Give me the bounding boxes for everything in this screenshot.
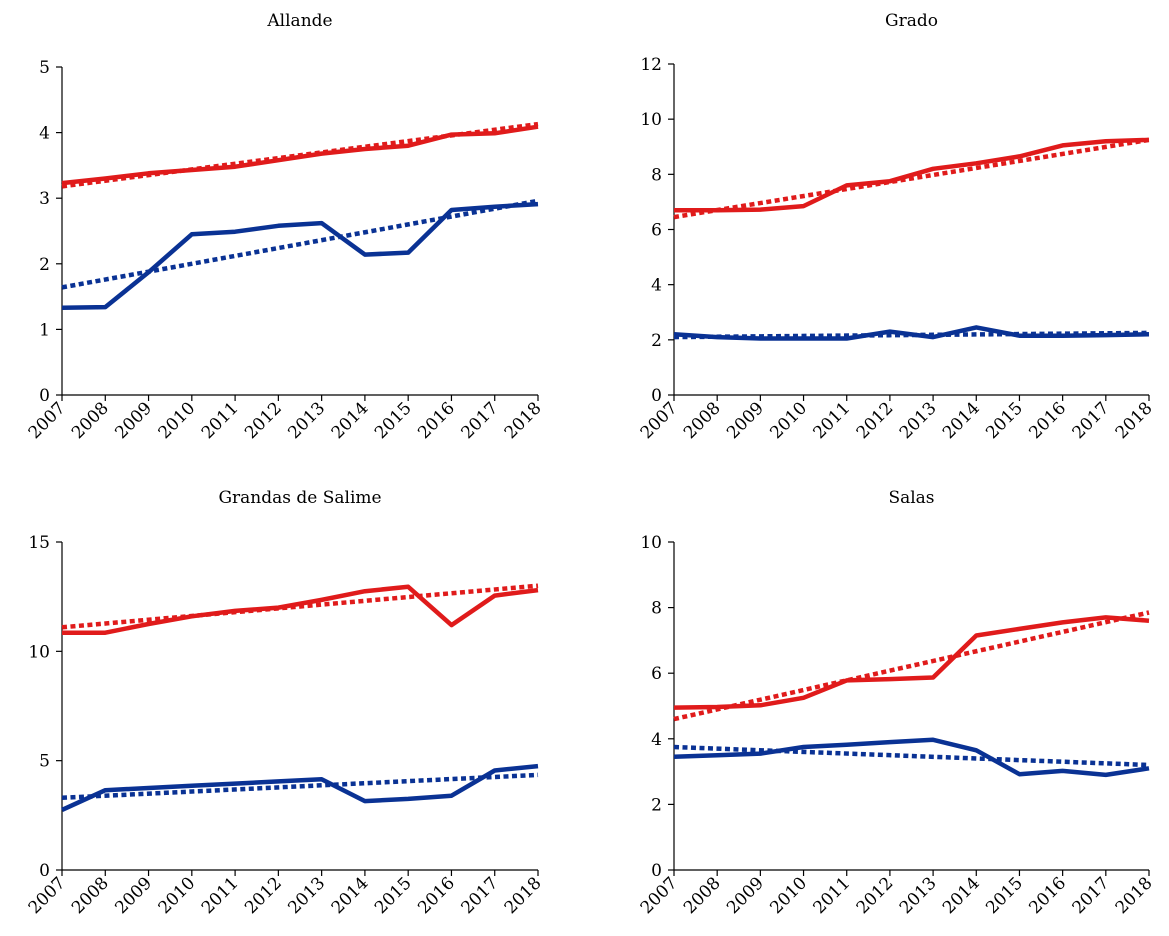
y-tick-label: 6 xyxy=(651,664,662,684)
x-tick-label: 2017 xyxy=(458,873,503,918)
x-tick-label: 2018 xyxy=(1112,873,1157,918)
series-line-red xyxy=(673,615,1150,710)
y-tick-label: 8 xyxy=(651,599,662,619)
x-tick-label: 2012 xyxy=(853,873,898,918)
trendline-red xyxy=(61,583,539,630)
trendline-blue xyxy=(61,772,539,801)
x-tick-label: 2017 xyxy=(458,398,503,443)
y-tick-label: 2 xyxy=(39,255,50,275)
series-line-red xyxy=(62,584,539,635)
trendline-red xyxy=(673,610,1150,722)
series-line-blue xyxy=(673,737,1150,778)
x-tick-label: 2014 xyxy=(939,873,984,918)
x-tick-label: 2016 xyxy=(1025,873,1070,918)
x-tick-label: 2008 xyxy=(68,398,113,443)
x-tick-label: 2013 xyxy=(896,873,941,918)
trendline-red xyxy=(673,137,1150,220)
x-tick-label: 2016 xyxy=(1025,398,1070,443)
y-tick-label: 0 xyxy=(39,861,50,881)
y-tick-label: 6 xyxy=(651,221,662,241)
x-tick-label: 2008 xyxy=(680,398,725,443)
x-tick-label: 2012 xyxy=(241,873,286,918)
x-tick-label: 2012 xyxy=(853,398,898,443)
x-tick-label: 2008 xyxy=(680,873,725,918)
x-tick-label: 2010 xyxy=(155,398,200,443)
chart-panel-1: Allande012345200720082009201020112012201… xyxy=(25,11,546,443)
x-tick-label: 2015 xyxy=(982,398,1027,443)
x-tick-label: 2009 xyxy=(723,873,768,918)
chart-panel-3: Grandas de Salime05101520072008200920102… xyxy=(25,488,546,918)
y-tick-label: 1 xyxy=(39,320,50,340)
x-tick-label: 2013 xyxy=(896,398,941,443)
y-tick-label: 10 xyxy=(640,533,662,553)
x-tick-label: 2008 xyxy=(68,873,113,918)
y-tick-label: 0 xyxy=(651,386,662,406)
x-tick-label: 2017 xyxy=(1069,398,1114,443)
x-tick-label: 2014 xyxy=(939,398,984,443)
x-tick-label: 2014 xyxy=(328,873,373,918)
x-tick-label: 2018 xyxy=(1112,398,1157,443)
x-tick-label: 2012 xyxy=(241,398,286,443)
x-tick-label: 2015 xyxy=(371,398,416,443)
y-tick-label: 4 xyxy=(651,276,662,296)
trendline-red xyxy=(61,121,539,189)
y-tick-label: 8 xyxy=(651,165,662,185)
chart-title: Salas xyxy=(888,488,934,508)
x-tick-label: 2010 xyxy=(766,398,811,443)
x-tick-label: 2009 xyxy=(723,398,768,443)
x-tick-label: 2016 xyxy=(414,398,459,443)
x-tick-label: 2018 xyxy=(501,873,546,918)
series-line-red xyxy=(674,137,1150,213)
x-tick-label: 2013 xyxy=(284,873,329,918)
x-tick-label: 2013 xyxy=(284,398,329,443)
y-tick-label: 4 xyxy=(39,124,50,144)
y-tick-label: 2 xyxy=(651,331,662,351)
y-tick-label: 10 xyxy=(640,110,662,130)
y-tick-label: 0 xyxy=(39,386,50,406)
y-tick-label: 2 xyxy=(651,795,662,815)
x-tick-label: 2011 xyxy=(198,398,243,443)
x-tick-label: 2011 xyxy=(198,873,243,918)
y-tick-label: 4 xyxy=(651,730,662,750)
y-tick-label: 5 xyxy=(39,58,50,78)
x-tick-label: 2014 xyxy=(328,398,373,443)
trendline-blue xyxy=(673,330,1150,340)
x-tick-label: 2009 xyxy=(111,873,156,918)
x-tick-label: 2010 xyxy=(155,873,200,918)
x-tick-label: 2010 xyxy=(766,873,811,918)
y-tick-label: 10 xyxy=(28,642,50,662)
chart-panel-4: Salas02468102007200820092010201120122013… xyxy=(637,488,1157,918)
chart-title: Allande xyxy=(266,11,332,31)
y-tick-label: 3 xyxy=(39,189,50,209)
chart-title: Grado xyxy=(885,11,938,31)
x-tick-label: 2011 xyxy=(810,398,855,443)
x-tick-label: 2015 xyxy=(371,873,416,918)
chart-title: Grandas de Salime xyxy=(218,488,381,508)
y-tick-label: 15 xyxy=(28,533,50,553)
series-line-blue xyxy=(61,763,539,812)
y-tick-label: 12 xyxy=(640,55,662,75)
chart-panel-2: Grado02468101220072008200920102011201220… xyxy=(637,11,1157,443)
x-tick-label: 2016 xyxy=(414,873,459,918)
x-tick-label: 2018 xyxy=(501,398,546,443)
series-line-blue xyxy=(61,201,539,311)
x-tick-label: 2011 xyxy=(810,873,855,918)
y-tick-label: 5 xyxy=(39,752,50,772)
y-tick-label: 0 xyxy=(651,861,662,881)
trendline-blue xyxy=(673,744,1150,768)
x-tick-label: 2017 xyxy=(1069,873,1114,918)
x-tick-label: 2015 xyxy=(982,873,1027,918)
trendline-blue xyxy=(61,198,539,290)
x-tick-label: 2009 xyxy=(111,398,156,443)
